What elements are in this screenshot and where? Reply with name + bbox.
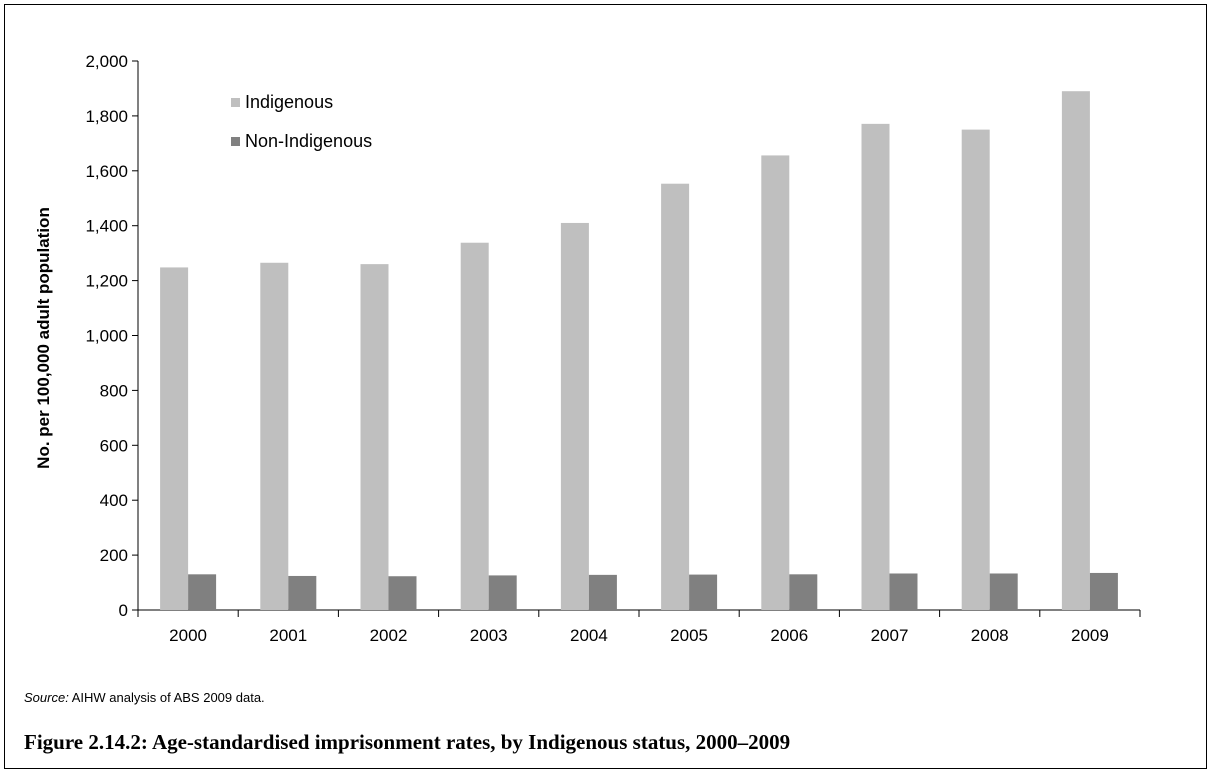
y-tick-label: 600: [100, 436, 128, 455]
bar-non-indigenous-2006: [789, 574, 818, 610]
x-tick-label: 2006: [770, 626, 808, 645]
y-tick-label: 2,000: [85, 52, 128, 71]
bar-non-indigenous-2001: [288, 575, 317, 610]
bar-non-indigenous-2004: [588, 574, 617, 610]
x-tick-label: 2007: [871, 626, 909, 645]
y-tick-label: 1,200: [85, 272, 128, 291]
bar-non-indigenous-2000: [188, 574, 217, 610]
source-text: AIHW analysis of ABS 2009 data.: [71, 690, 265, 705]
figure-caption: Figure 2.14.2: Age-standardised imprison…: [24, 730, 791, 754]
bar-non-indigenous-2009: [1089, 572, 1118, 610]
bar-chart: 0 200 400 600 800 1,000 1,200 1,400 1,600 1,800 2,…: [34, 52, 1141, 645]
bar-non-indigenous-2002: [388, 576, 417, 610]
bars: [160, 91, 1118, 611]
legend-swatch: [231, 137, 240, 146]
legend-label: Non-Indigenous: [245, 131, 372, 151]
source-label: Source:: [24, 690, 69, 705]
bar-indigenous-2005: [661, 183, 690, 610]
bar-non-indigenous-2008: [989, 573, 1018, 610]
x-tick-label: 2008: [971, 626, 1009, 645]
x-tick-label: 2001: [269, 626, 307, 645]
x-axis: 2000 2001 2002 2003 2004 2005 2006 2007 2008 2009: [137, 609, 1141, 645]
legend: Indigenous Non-Indigenous: [231, 92, 372, 151]
bar-non-indigenous-2007: [889, 573, 918, 610]
x-tick-label: 2004: [570, 626, 608, 645]
y-tick-label: 0: [119, 601, 128, 620]
bar-indigenous-2001: [260, 262, 289, 610]
x-tick-label: 2009: [1071, 626, 1109, 645]
y-tick-label: 1,000: [85, 327, 128, 346]
bar-indigenous-2007: [861, 123, 890, 610]
bar-indigenous-2006: [761, 155, 790, 611]
y-tick-label: 1,400: [85, 217, 128, 236]
x-tick-label: 2005: [670, 626, 708, 645]
bar-non-indigenous-2003: [488, 575, 517, 610]
bar-non-indigenous-2005: [689, 574, 718, 610]
y-axis-title: No. per 100,000 adult population: [34, 207, 53, 469]
bar-indigenous-2002: [360, 264, 389, 610]
bar-indigenous-2003: [460, 242, 489, 610]
x-tick-label: 2000: [169, 626, 207, 645]
y-axis: 0 200 400 600 800 1,000 1,200 1,400 1,600 1,800 2,…: [85, 52, 139, 620]
y-tick-label: 400: [100, 491, 128, 510]
source-note: Source: AIHW analysis of ABS 2009 data.: [24, 690, 265, 705]
figure-frame: [4, 4, 1207, 769]
bar-indigenous-2000: [160, 267, 189, 610]
legend-swatch: [231, 98, 240, 107]
bar-indigenous-2008: [961, 129, 990, 610]
bar-indigenous-2009: [1061, 91, 1090, 610]
x-tick-label: 2002: [370, 626, 408, 645]
y-tick-label: 200: [100, 546, 128, 565]
y-tick-label: 1,600: [85, 162, 128, 181]
y-tick-label: 1,800: [85, 107, 128, 126]
y-tick-label: 800: [100, 381, 128, 400]
legend-label: Indigenous: [245, 92, 333, 112]
x-tick-label: 2003: [470, 626, 508, 645]
bar-indigenous-2004: [560, 222, 589, 610]
